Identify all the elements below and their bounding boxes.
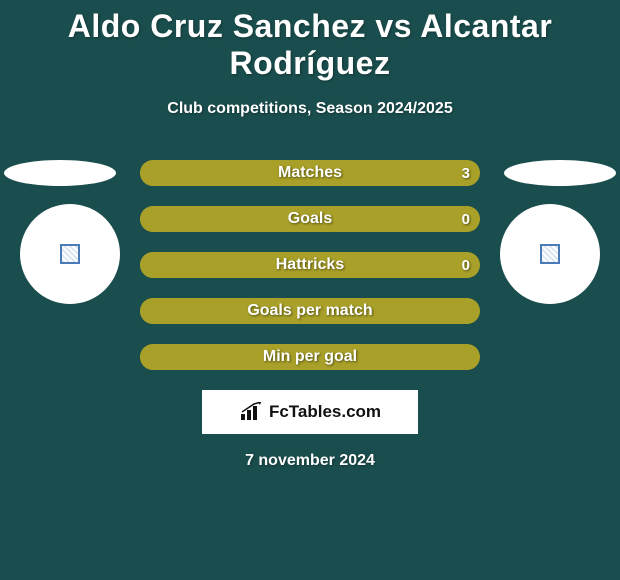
team-left-circle bbox=[20, 204, 120, 304]
stat-row: Matches3 bbox=[140, 160, 480, 186]
stat-value-right: 0 bbox=[462, 206, 470, 232]
team-left-crest-icon bbox=[60, 244, 80, 264]
stat-row: Goals per match bbox=[140, 298, 480, 324]
stat-value-right: 0 bbox=[462, 252, 470, 278]
comparison-subtitle: Club competitions, Season 2024/2025 bbox=[0, 100, 620, 118]
stat-label: Goals per match bbox=[140, 298, 480, 324]
stat-label: Min per goal bbox=[140, 344, 480, 370]
team-right-circle bbox=[500, 204, 600, 304]
brand-box: FcTables.com bbox=[202, 390, 418, 434]
stat-label: Hattricks bbox=[140, 252, 480, 278]
stat-label: Matches bbox=[140, 160, 480, 186]
player-right-headshot bbox=[504, 160, 616, 186]
stat-row: Goals0 bbox=[140, 206, 480, 232]
stat-row: Hattricks0 bbox=[140, 252, 480, 278]
player-left-headshot bbox=[4, 160, 116, 186]
stat-label: Goals bbox=[140, 206, 480, 232]
stat-value-right: 3 bbox=[462, 160, 470, 186]
brand-chart-icon bbox=[239, 402, 265, 422]
comparison-date: 7 november 2024 bbox=[0, 452, 620, 470]
comparison-title: Aldo Cruz Sanchez vs Alcantar Rodríguez bbox=[0, 0, 620, 82]
brand-text: FcTables.com bbox=[269, 402, 381, 422]
stat-bars-container: Matches3Goals0Hattricks0Goals per matchM… bbox=[140, 160, 480, 370]
stat-row: Min per goal bbox=[140, 344, 480, 370]
team-right-crest-icon bbox=[540, 244, 560, 264]
comparison-body: Matches3Goals0Hattricks0Goals per matchM… bbox=[0, 160, 620, 470]
